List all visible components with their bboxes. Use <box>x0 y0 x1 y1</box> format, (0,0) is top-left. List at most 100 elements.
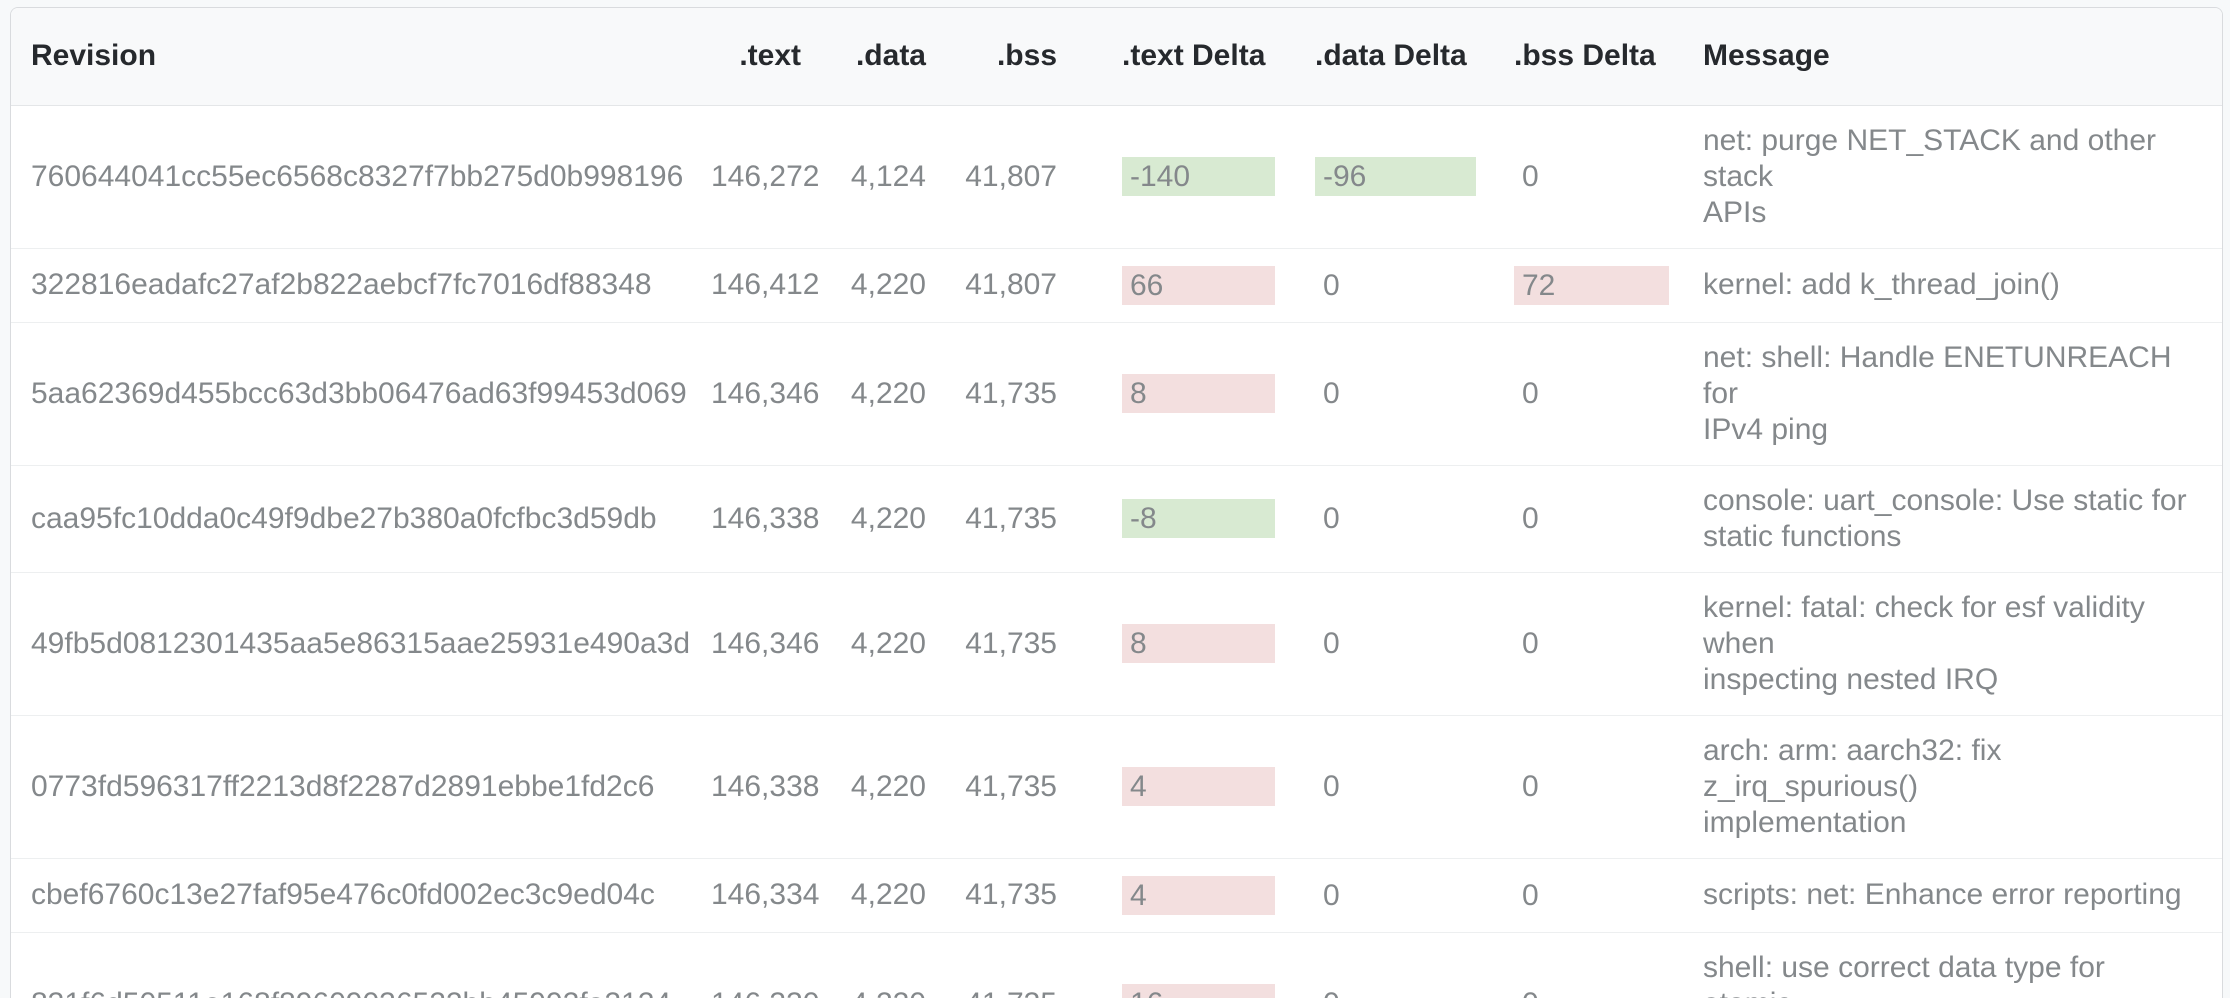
revision-hash: caa95fc10dda0c49f9dbe27b380a0fcfbc3d59db <box>31 501 657 535</box>
table-row: 831f6d50511e168f89609036522bb45992fa2124… <box>11 932 2222 998</box>
bss-size-value: 41,807 <box>965 268 1057 301</box>
bss-size-cell: 41,735 <box>926 572 1122 716</box>
data-size-value: 4,220 <box>850 769 926 803</box>
column-header-revision: Revision <box>11 8 711 106</box>
message-cell: scripts: net: Enhance error reporting <box>1703 858 2222 933</box>
table-row: 5aa62369d455bcc63d3bb06476ad63f99453d069… <box>11 322 2222 466</box>
table-row: 49fb5d0812301435aa5e86315aae25931e490a3d… <box>11 572 2222 716</box>
data-size-value: 4,124 <box>850 159 926 193</box>
bss-delta-badge: 0 <box>1522 627 1539 660</box>
table-header: Revision .text .data .bss .text Delta .data D… <box>11 8 2222 106</box>
bss-size-value: 41,735 <box>965 626 1057 660</box>
text-size-value: 146,334 <box>711 878 820 911</box>
revision-hash: cbef6760c13e27faf95e476c0fd002ec3c9ed04c <box>31 878 655 911</box>
revision-hash: 0773fd596317ff2213d8f2287d2891ebbe1fd2c6 <box>31 769 655 803</box>
data-size-value: 4,220 <box>850 626 926 660</box>
text-delta-cell: 8 <box>1122 572 1315 716</box>
data-delta-badge: 0 <box>1323 878 1340 912</box>
data-size-cell: 4,220 <box>801 465 926 573</box>
column-header-data-delta: .data Delta <box>1315 8 1514 106</box>
text-delta-badge: 4 <box>1122 767 1275 806</box>
message-cell: net: shell: Handle ENETUNREACH for IPv4 … <box>1703 322 2222 466</box>
data-delta-cell: 0 <box>1315 572 1514 716</box>
text-size-cell: 146,330 <box>711 932 819 998</box>
bss-delta-badge: 0 <box>1522 878 1539 912</box>
bss-delta-cell: 0 <box>1514 932 1703 998</box>
data-size-value: 4,220 <box>850 501 926 535</box>
data-delta-cell: 0 <box>1315 465 1514 573</box>
commit-message: net: purge NET_STACK and other stack API… <box>1703 123 2157 229</box>
revision-cell: 49fb5d0812301435aa5e86315aae25931e490a3d <box>11 572 711 716</box>
message-cell: net: purge NET_STACK and other stack API… <box>1703 105 2222 249</box>
data-delta-badge: 0 <box>1315 984 1476 998</box>
data-size-cell: 4,220 <box>801 572 926 716</box>
revision-cell: 760644041cc55ec6568c8327f7bb275d0b998196 <box>11 105 711 249</box>
bss-size-cell: 41,735 <box>926 465 1122 573</box>
bss-delta-cell: 0 <box>1514 465 1703 573</box>
text-size-value: 146,272 <box>711 159 820 193</box>
revision-cell: 5aa62369d455bcc63d3bb06476ad63f99453d069 <box>11 322 711 466</box>
data-delta-cell: 0 <box>1315 715 1514 859</box>
commit-message: console: uart_console: Use static for st… <box>1703 483 2187 553</box>
data-delta-badge: 0 <box>1323 268 1340 302</box>
bss-delta-badge: 72 <box>1514 265 1669 305</box>
text-delta-cell: 66 <box>1122 248 1315 323</box>
bss-delta-badge: 0 <box>1522 770 1539 803</box>
data-delta-cell: -96 <box>1315 105 1514 249</box>
bss-size-cell: 41,735 <box>926 932 1122 998</box>
commit-message: kernel: fatal: check for esf validity wh… <box>1703 590 2145 696</box>
text-delta-badge: 8 <box>1122 624 1275 663</box>
data-delta-badge: 0 <box>1323 770 1340 803</box>
bss-delta-cell: 0 <box>1514 715 1703 859</box>
text-delta-badge: 16 <box>1122 984 1275 998</box>
table-row: 0773fd596317ff2213d8f2287d2891ebbe1fd2c6… <box>11 715 2222 859</box>
commit-message: scripts: net: Enhance error reporting <box>1703 878 2182 911</box>
text-size-value: 146,338 <box>711 501 820 535</box>
bss-delta-cell: 0 <box>1514 858 1703 933</box>
bss-size-cell: 41,735 <box>926 858 1122 933</box>
revision-cell: cbef6760c13e27faf95e476c0fd002ec3c9ed04c <box>11 858 711 933</box>
bss-size-cell: 41,807 <box>926 105 1122 249</box>
message-cell: console: uart_console: Use static for st… <box>1703 465 2222 573</box>
revision-cell: 322816eadafc27af2b822aebcf7fc7016df88348 <box>11 248 711 323</box>
table-header-row: Revision .text .data .bss .text Delta .data D… <box>11 8 2222 106</box>
bss-size-cell: 41,807 <box>926 248 1122 323</box>
text-size-cell: 146,346 <box>711 572 819 716</box>
revision-hash: 5aa62369d455bcc63d3bb06476ad63f99453d069 <box>31 376 687 410</box>
bss-delta-cell: 0 <box>1514 322 1703 466</box>
bss-size-value: 41,807 <box>965 159 1057 193</box>
text-size-cell: 146,338 <box>711 465 819 573</box>
bss-size-cell: 41,735 <box>926 322 1122 466</box>
data-size-value: 4,220 <box>850 268 926 301</box>
revision-hash: 831f6d50511e168f89609036522bb45992fa2124 <box>31 987 671 998</box>
size-report-card: Revision .text .data .bss .text Delta .data D… <box>10 7 2223 998</box>
column-header-text: .text <box>711 8 801 106</box>
text-size-cell: 146,412 <box>711 248 819 323</box>
text-size-cell: 146,346 <box>711 322 819 466</box>
text-delta-cell: 16 <box>1122 932 1315 998</box>
commit-message: net: shell: Handle ENETUNREACH for IPv4 … <box>1703 340 2172 446</box>
text-delta-cell: 4 <box>1122 858 1315 933</box>
text-size-value: 146,412 <box>711 268 820 301</box>
text-size-cell: 146,272 <box>711 105 819 249</box>
revision-hash: 322816eadafc27af2b822aebcf7fc7016df88348 <box>31 268 652 301</box>
data-size-cell: 4,220 <box>801 932 926 998</box>
data-size-value: 4,220 <box>850 376 926 410</box>
data-delta-cell: 0 <box>1315 932 1514 998</box>
data-size-value: 4,220 <box>851 987 926 998</box>
data-delta-cell: 0 <box>1315 248 1514 323</box>
message-cell: kernel: add k_thread_join() <box>1703 248 2222 323</box>
bss-size-value: 41,735 <box>965 769 1057 803</box>
bss-size-value: 41,735 <box>965 987 1057 998</box>
data-size-cell: 4,220 <box>801 248 926 323</box>
bss-delta-badge: 0 <box>1522 377 1539 410</box>
text-size-value: 146,338 <box>711 769 820 803</box>
column-header-data: .data <box>801 8 926 106</box>
column-header-text-delta: .text Delta <box>1122 8 1315 106</box>
text-size-cell: 146,338 <box>711 715 819 859</box>
column-header-bss-delta: .bss Delta <box>1514 8 1703 106</box>
data-delta-badge: -96 <box>1315 157 1476 196</box>
text-delta-badge: 4 <box>1122 875 1275 915</box>
revision-hash: 49fb5d0812301435aa5e86315aae25931e490a3d <box>31 626 691 660</box>
column-header-message: Message <box>1703 8 2222 106</box>
